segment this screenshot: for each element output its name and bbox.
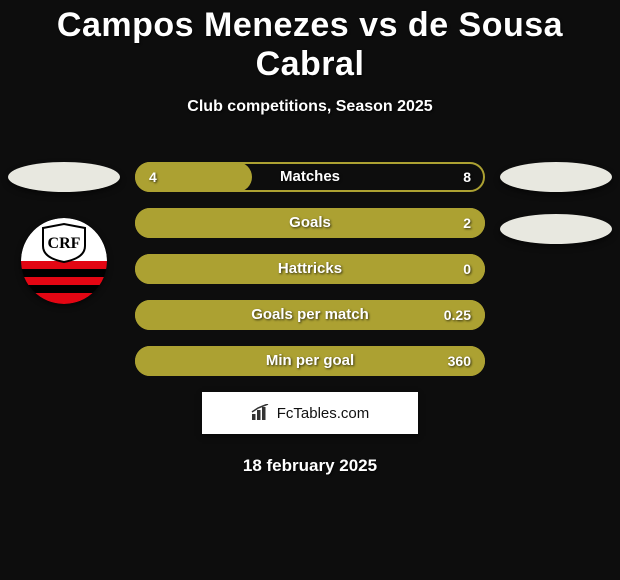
player-right-ellipse-1 bbox=[500, 162, 612, 192]
stat-row: Goals2 bbox=[135, 208, 485, 238]
stats-list: Matches4 8 Goals2 Hattricks0 Goals per match… bbox=[135, 162, 485, 376]
stat-row: Hattricks0 bbox=[135, 254, 485, 284]
stat-value-right: 2 bbox=[463, 208, 471, 238]
stat-label: Hattricks bbox=[135, 254, 485, 284]
stat-row: Min per goal360 bbox=[135, 346, 485, 376]
page-title: Campos Menezes vs de Sousa Cabral bbox=[0, 6, 620, 84]
stat-label: Goals bbox=[135, 208, 485, 238]
player-right-ellipse-2 bbox=[500, 214, 612, 244]
stat-value-right: 0 bbox=[463, 254, 471, 284]
player-right-column bbox=[496, 162, 616, 244]
brand-box: FcTables.com bbox=[202, 392, 418, 434]
club-logo-left: CRF bbox=[21, 218, 107, 304]
flamengo-crest-icon: CRF bbox=[21, 218, 107, 304]
stat-row: Matches4 8 bbox=[135, 162, 485, 192]
date: 18 february 2025 bbox=[0, 456, 620, 476]
bar-chart-icon bbox=[251, 404, 271, 422]
stat-value-left: 4 bbox=[149, 162, 157, 192]
stat-row: Goals per match0.25 bbox=[135, 300, 485, 330]
stat-label: Matches bbox=[135, 162, 485, 192]
player-left-ellipse bbox=[8, 162, 120, 192]
brand-text: FcTables.com bbox=[277, 405, 370, 422]
player-left-column: CRF bbox=[4, 162, 124, 304]
stat-value-right: 8 bbox=[463, 162, 471, 192]
svg-text:CRF: CRF bbox=[48, 235, 81, 252]
stat-value-right: 0.25 bbox=[444, 300, 471, 330]
stat-label: Goals per match bbox=[135, 300, 485, 330]
stat-label: Min per goal bbox=[135, 346, 485, 376]
stat-value-right: 360 bbox=[448, 346, 471, 376]
subtitle: Club competitions, Season 2025 bbox=[0, 98, 620, 116]
